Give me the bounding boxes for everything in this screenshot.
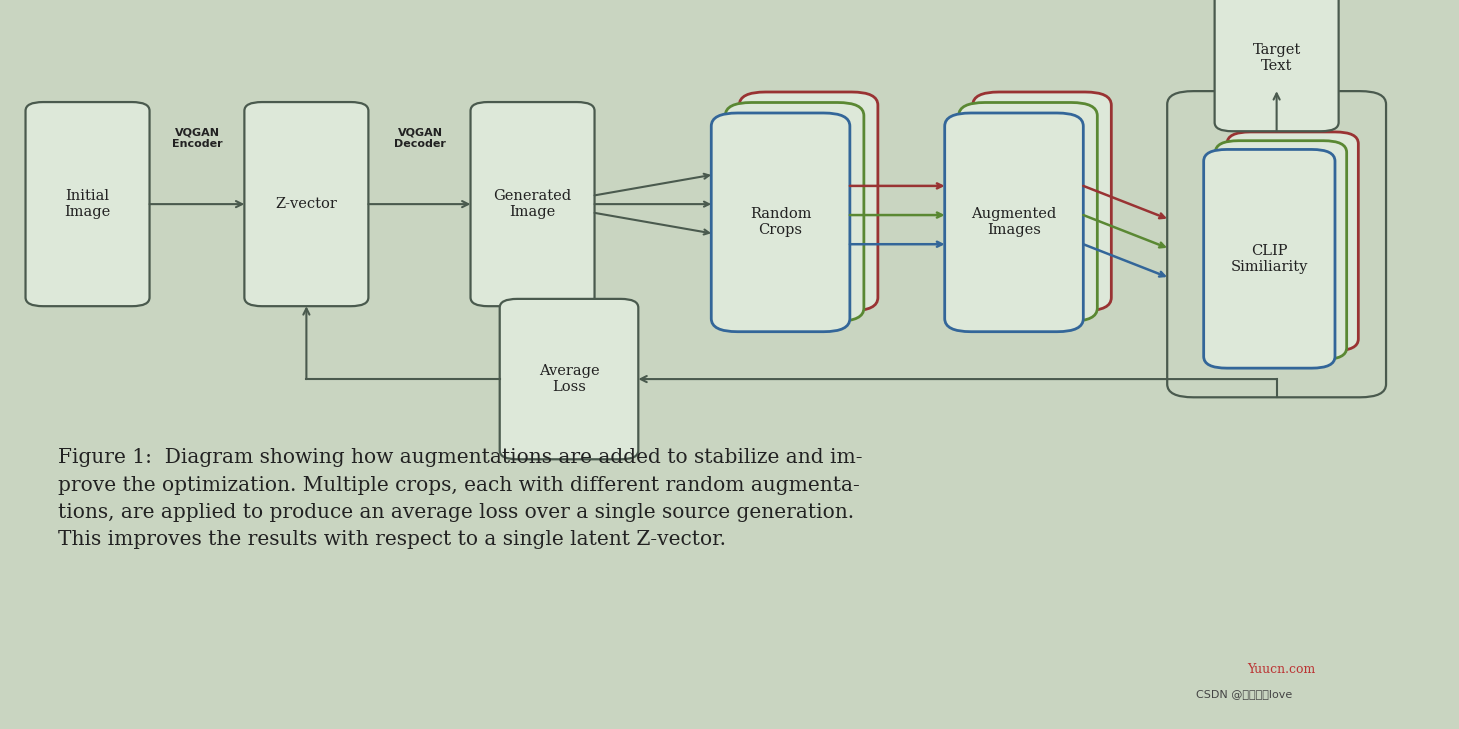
Text: Initial
Image: Initial Image (64, 189, 111, 219)
Text: Yuucn.com: Yuucn.com (1247, 663, 1316, 677)
Text: Generated
Image: Generated Image (493, 189, 572, 219)
FancyBboxPatch shape (973, 92, 1112, 311)
FancyBboxPatch shape (1215, 141, 1347, 359)
FancyBboxPatch shape (740, 92, 878, 311)
Text: Z-vector: Z-vector (276, 197, 337, 211)
FancyBboxPatch shape (25, 102, 150, 306)
FancyBboxPatch shape (1204, 149, 1335, 368)
FancyBboxPatch shape (712, 113, 851, 332)
Text: CSDN @丹心向阳love: CSDN @丹心向阳love (1196, 689, 1293, 699)
FancyBboxPatch shape (1227, 132, 1358, 351)
Text: VQGAN
Decoder: VQGAN Decoder (394, 128, 446, 149)
FancyBboxPatch shape (1167, 91, 1386, 397)
FancyBboxPatch shape (1215, 0, 1339, 131)
FancyBboxPatch shape (244, 102, 368, 306)
Text: Random
Crops: Random Crops (750, 207, 811, 238)
Text: VQGAN
Encoder: VQGAN Encoder (172, 128, 222, 149)
Text: CLIP
Similiarity: CLIP Similiarity (1230, 243, 1309, 274)
FancyBboxPatch shape (725, 103, 864, 321)
Text: Figure 1:  Diagram showing how augmentations are added to stabilize and im-
prov: Figure 1: Diagram showing how augmentati… (58, 448, 862, 549)
FancyBboxPatch shape (959, 103, 1097, 321)
Text: Average
Loss: Average Loss (538, 364, 600, 394)
Text: Augmented
Images: Augmented Images (972, 207, 1056, 238)
FancyBboxPatch shape (945, 113, 1083, 332)
Text: Target
Text: Target Text (1252, 43, 1301, 74)
FancyBboxPatch shape (499, 299, 639, 459)
FancyBboxPatch shape (471, 102, 595, 306)
